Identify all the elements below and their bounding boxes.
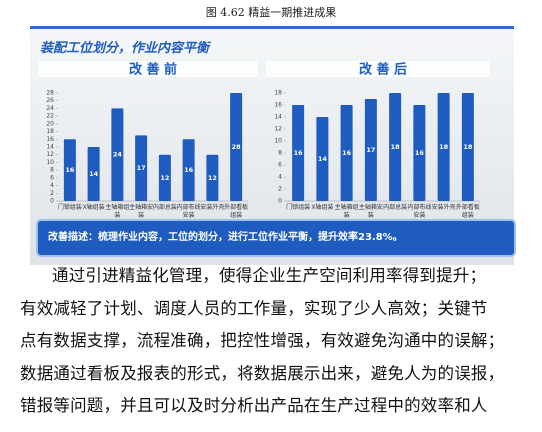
bar — [364, 99, 377, 201]
body-text-line: 点有数据支撑，流程准确，把控性增强，有效避免沟通中的误解； — [20, 331, 505, 350]
y-tick-label: 4 — [278, 174, 282, 181]
y-tick-label: 12 — [274, 126, 282, 133]
y-tick-label: 0 — [50, 198, 54, 205]
data-label: 14 — [318, 155, 328, 163]
data-label: 12 — [160, 174, 169, 182]
bar — [413, 105, 426, 201]
x-tick-label: 主轴箱组装 — [105, 204, 130, 219]
body-text-line: 数据通过看板及报表的形式，将数据展示出来，避免人为的误报， — [20, 363, 505, 383]
data-label: 17 — [137, 164, 146, 172]
slide-title: 装配工位划分，作业内容平衡 — [40, 41, 210, 56]
bar — [461, 93, 474, 201]
x-tick-label: 主轴箱组装 — [334, 204, 359, 219]
bar — [63, 139, 76, 201]
x-tick-label: 外部看板组装 — [224, 204, 249, 219]
bar — [389, 93, 402, 201]
y-tick-label: 20 — [46, 120, 54, 127]
data-label: 17 — [366, 146, 375, 154]
y-tick-label: 4 — [50, 182, 54, 189]
y-tick-label: 22 — [46, 113, 54, 120]
y-tick-label: 12 — [46, 151, 54, 158]
chart-header-band — [266, 61, 490, 77]
y-tick-label: 14 — [274, 114, 282, 121]
body-text-line: 错报等问题，并且可以及时分析出产品在生产过程中的效率和人 — [20, 396, 488, 415]
bar — [230, 93, 243, 201]
bar — [135, 135, 148, 201]
chart-title: 改 善 前 — [129, 62, 177, 78]
x-tick-label: 主轴箱安装 — [358, 204, 383, 219]
data-label: 16 — [65, 166, 75, 174]
slide: 装配工位划分，作业内容平衡 改 善 前 0 2 4 6 8 10 12 14 16 18 20 22 24… — [30, 26, 516, 265]
y-tick-label: 14 — [46, 144, 54, 151]
x-tick-label: 内部总装 — [152, 204, 177, 211]
description-box: 改善描述：梳理作业内容，工位的划分，进行工位作业平衡，提升效率23.8%。 — [36, 219, 516, 257]
bar — [437, 93, 450, 201]
data-label: 16 — [342, 149, 352, 157]
y-tick-label: 16 — [274, 102, 282, 109]
y-tick-label: 24 — [46, 105, 54, 112]
x-tick-label: 内部布线安装 — [176, 204, 201, 219]
x-tick-label: 安装外壳 — [200, 204, 225, 211]
y-tick-label: 18 — [274, 90, 282, 97]
bar — [292, 105, 305, 201]
x-tick-label: 外部看板组装 — [455, 204, 480, 219]
y-tick-label: 10 — [46, 159, 54, 166]
figure-caption: 图 4.62 精益一期推进成果 — [205, 6, 337, 19]
y-tick-label: 18 — [46, 128, 54, 135]
y-tick-label: 6 — [50, 174, 54, 181]
bar — [158, 154, 171, 201]
body-text-line: 有效减轻了计划、调度人员的工作量，实现了少人高效；关键节 — [20, 298, 488, 318]
data-label: 12 — [208, 174, 217, 182]
data-label: 24 — [113, 151, 123, 159]
data-label: 16 — [415, 149, 425, 157]
y-tick-label: 26 — [46, 97, 54, 104]
y-tick-label: 2 — [278, 186, 282, 193]
y-tick-label: 8 — [50, 167, 54, 174]
bar — [111, 108, 124, 201]
x-tick-label: 门锁组装 — [286, 204, 311, 211]
y-tick-label: 2 — [50, 190, 54, 197]
data-label: 18 — [439, 143, 449, 151]
data-label: 16 — [294, 149, 304, 157]
y-tick-label: 8 — [278, 150, 282, 157]
chart-header-band — [38, 61, 258, 77]
x-tick-label: X轴组装 — [82, 204, 105, 211]
data-label: 28 — [232, 143, 242, 151]
x-tick-label: 内部布线安装 — [407, 204, 432, 219]
bar — [87, 147, 100, 201]
bar — [182, 139, 195, 201]
y-tick-label: 28 — [46, 90, 54, 97]
x-tick-label: 主轴箱安装 — [129, 204, 154, 219]
y-tick-label: 6 — [278, 162, 282, 169]
bar — [206, 154, 219, 201]
y-tick-label: 0 — [278, 198, 282, 205]
y-tick-label: 16 — [46, 136, 54, 143]
x-tick-label: 安装外壳 — [431, 204, 456, 211]
bar — [340, 105, 353, 201]
body-text-line: 通过引进精益化管理，使得企业生产空间利用率得到提升； — [52, 266, 487, 285]
chart-title: 改 善 后 — [359, 62, 407, 78]
data-label: 16 — [184, 166, 194, 174]
y-tick-label: 10 — [274, 138, 282, 145]
data-label: 14 — [89, 170, 99, 178]
x-tick-label: X轴组装 — [311, 204, 334, 211]
x-tick-label: 门锁组装 — [57, 204, 82, 211]
bar — [316, 117, 329, 201]
data-label: 18 — [391, 143, 401, 151]
data-label: 18 — [463, 143, 473, 151]
x-tick-label: 内部总装 — [383, 204, 408, 211]
